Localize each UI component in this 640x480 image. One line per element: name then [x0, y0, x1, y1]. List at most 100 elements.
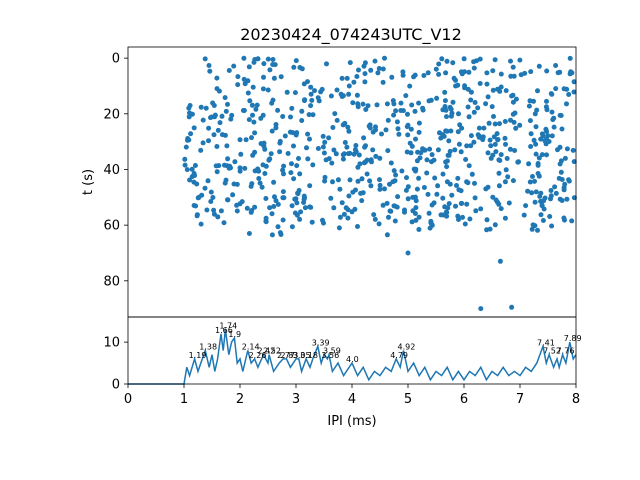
scatter-point	[374, 102, 380, 108]
scatter-point	[267, 67, 273, 73]
scatter-point	[535, 171, 541, 176]
scatter-point	[287, 129, 293, 135]
scatter-point	[243, 137, 249, 143]
scatter-point	[486, 120, 492, 126]
scatter-point	[484, 217, 490, 223]
scatter-point	[413, 136, 418, 142]
scatter-point	[199, 192, 205, 198]
scatter-point	[273, 125, 279, 131]
scatter-point	[508, 117, 513, 123]
scatter-point	[492, 222, 498, 228]
scatter-points	[182, 55, 577, 312]
scatter-point	[294, 200, 300, 206]
scatter-point	[352, 147, 358, 153]
scatter-point	[350, 100, 356, 106]
scatter-point	[388, 208, 394, 214]
scatter-point	[413, 166, 419, 172]
scatter-point	[398, 100, 404, 106]
scatter-point	[203, 105, 209, 111]
peak-label: 4.0	[346, 355, 359, 364]
scatter-point	[557, 161, 563, 167]
scatter-point	[346, 128, 352, 134]
scatter-point	[404, 175, 409, 181]
scatter-point	[277, 230, 283, 236]
scatter-point	[466, 69, 472, 75]
scatter-point	[528, 69, 534, 75]
scatter-point	[490, 152, 496, 158]
scatter-point	[263, 196, 269, 201]
scatter-point	[498, 84, 504, 90]
scatter-point	[495, 137, 501, 142]
scatter-point	[296, 188, 302, 193]
scatter-point	[428, 218, 434, 224]
scatter-point	[413, 205, 419, 211]
scatter-point	[269, 232, 275, 238]
scatter-point	[508, 58, 513, 64]
scatter-point	[535, 227, 540, 233]
scatter-point	[288, 170, 294, 176]
scatter-point	[372, 216, 378, 222]
scatter-point	[315, 95, 321, 101]
scatter-point	[302, 205, 308, 211]
scatter-point	[310, 112, 316, 118]
scatter-point	[510, 99, 516, 105]
scatter-point	[562, 181, 568, 187]
scatter-point	[400, 69, 406, 75]
scatter-point	[260, 86, 266, 92]
scatter-point	[518, 72, 524, 78]
scatter-point	[440, 132, 446, 138]
scatter-point	[275, 224, 281, 230]
scatter-point	[328, 195, 334, 201]
scatter-point	[182, 162, 188, 168]
scatter-point	[454, 183, 459, 188]
scatter-point	[208, 115, 213, 121]
scatter-point	[261, 61, 267, 67]
scatter-point	[334, 117, 340, 123]
scatter-point	[280, 189, 286, 195]
scatter-point	[408, 150, 414, 156]
scatter-point	[268, 151, 274, 157]
scatter-point	[551, 124, 557, 130]
peak-label: 4.79	[390, 351, 408, 360]
peak-labels: 1.191.38 1.661.741.92.142.262.422.522.772…	[189, 322, 582, 365]
y-tick-label: 80	[103, 274, 120, 289]
scatter-point	[553, 63, 559, 68]
peak-label: 2.77	[277, 351, 295, 360]
scatter-point	[367, 125, 373, 131]
scatter-point	[242, 81, 248, 87]
scatter-point	[443, 159, 449, 165]
scatter-point	[498, 71, 504, 77]
scatter-point	[476, 133, 482, 139]
scatter-point	[189, 166, 195, 172]
scatter-point	[442, 104, 448, 109]
scatter-point	[271, 75, 277, 81]
scatter-point	[211, 211, 217, 217]
scatter-point	[402, 209, 407, 215]
scatter-point	[496, 201, 502, 207]
scatter-point	[368, 67, 374, 73]
scatter-point	[377, 155, 383, 161]
scatter-point	[384, 200, 390, 206]
scatter-point	[445, 152, 451, 158]
scatter-point	[335, 177, 341, 183]
scatter-point	[355, 178, 361, 184]
scatter-point	[205, 178, 211, 184]
x-tick-label: 4	[348, 392, 356, 407]
scatter-point	[409, 143, 415, 149]
scatter-point	[468, 133, 474, 139]
scatter-point	[361, 135, 367, 141]
scatter-point	[307, 183, 313, 189]
scatter-point	[251, 119, 257, 125]
scatter-point	[449, 110, 455, 116]
scatter-point	[250, 84, 256, 90]
scatter-point	[362, 79, 368, 85]
scatter-point	[471, 139, 477, 145]
scatter-point	[526, 161, 532, 167]
scatter-point	[548, 188, 554, 193]
scatter-point	[480, 134, 486, 140]
scatter-point	[466, 114, 472, 120]
scatter-point	[536, 155, 542, 161]
scatter-point	[272, 194, 277, 200]
scatter-point	[398, 108, 404, 113]
